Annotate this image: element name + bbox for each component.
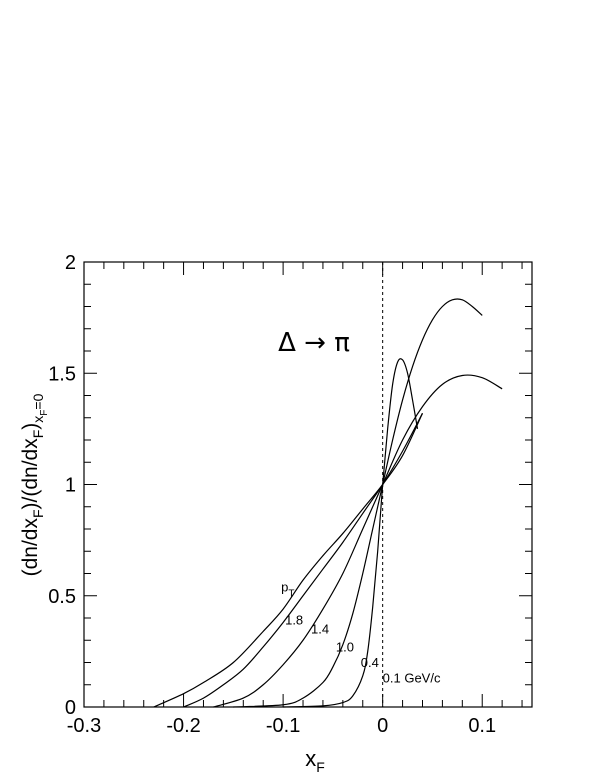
curve-labels: 1.8 1.4 1.0 0.4 0.1 GeV/c [285, 613, 441, 686]
curve-label: 1.8 [285, 613, 303, 628]
curve-label: 0.4 [361, 655, 379, 670]
y-tick-label: 1 [65, 475, 76, 497]
x-tick-label: 0.1 [468, 715, 496, 737]
series-line-pt-1-8 [153, 413, 424, 708]
curve-label: 0.1 GeV/c [383, 671, 441, 686]
y-axis-title-sub2: F [30, 430, 46, 439]
y-axis-title-sub3sub: F [39, 410, 50, 416]
x-tick-label: -0.1 [266, 715, 300, 737]
pt-legend-title-sub: T [288, 588, 294, 599]
y-axis-title-sub3tail: =0 [30, 393, 46, 409]
curve-label: 1.0 [336, 639, 354, 654]
y-axis-title: (dn/dxF)/(dn/dxF)xF=0 [19, 393, 50, 576]
y-axis-title-sub3: x [30, 416, 46, 423]
series-line-pt-0-1 [283, 358, 419, 708]
pt-legend-title: pT [281, 579, 294, 599]
series-line-pt-1-4 [183, 413, 424, 708]
x-axis-title: xF [305, 746, 325, 775]
reaction-annotation: Δ → π [278, 328, 350, 358]
x-tick-label: 0 [377, 715, 388, 737]
x-tick-label: -0.3 [67, 715, 101, 737]
x-tick-label: -0.2 [166, 715, 200, 737]
y-axis-title-part2: )/(dn/dx [19, 438, 42, 510]
x-axis-title-main: x [305, 746, 316, 771]
y-tick-label: 1.5 [48, 363, 76, 385]
curve-label: 1.4 [311, 622, 329, 637]
y-axis-title-part1: (dn/dx [19, 518, 42, 577]
x-tick-labels: -0.3 -0.2 -0.1 0 0.1 [67, 715, 496, 737]
axis-ticks [83, 261, 532, 708]
series-line-pt-1-0 [213, 374, 503, 708]
y-axis-title-sub1: F [30, 509, 46, 518]
series-line-pt-0-4 [233, 298, 483, 708]
y-tick-label: 2 [65, 252, 76, 274]
y-axis-title-close: ) [19, 423, 42, 430]
series-layer [153, 298, 503, 708]
x-axis-title-sub: F [316, 759, 325, 775]
y-tick-label: 0.5 [48, 586, 76, 608]
y-tick-label: 0 [65, 697, 76, 719]
y-tick-labels: 0 0.5 1 1.5 2 [48, 252, 76, 719]
pt-legend-title-main: p [281, 579, 288, 594]
